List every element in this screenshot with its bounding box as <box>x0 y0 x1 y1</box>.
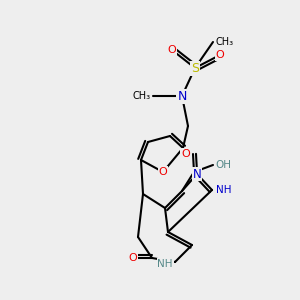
Text: N: N <box>193 167 201 181</box>
Text: CH₃: CH₃ <box>133 91 151 101</box>
Text: NH: NH <box>158 259 173 269</box>
Text: CH₃: CH₃ <box>216 37 234 47</box>
Text: N: N <box>177 89 187 103</box>
Text: S: S <box>191 61 199 74</box>
Text: OH: OH <box>215 160 231 170</box>
Text: O: O <box>168 45 176 55</box>
Text: O: O <box>181 149 190 159</box>
Text: O: O <box>216 50 224 60</box>
Text: O: O <box>159 167 167 177</box>
Text: O: O <box>129 253 137 263</box>
Text: NH: NH <box>216 185 232 195</box>
